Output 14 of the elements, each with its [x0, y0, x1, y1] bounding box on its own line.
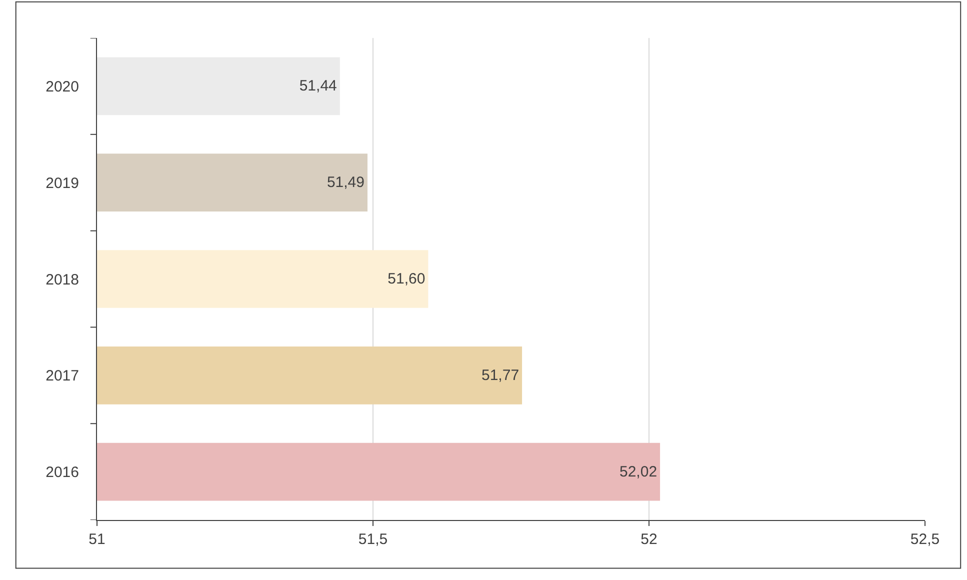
y-tick-label: 2016	[46, 464, 79, 482]
y-tick-label: 2018	[46, 271, 79, 288]
data-label: 51,44	[299, 78, 337, 95]
data-label: 51,60	[388, 270, 426, 288]
y-tick-label: 2019	[46, 174, 79, 192]
x-tick-label: 51	[88, 531, 106, 548]
y-tick-label: 2017	[46, 368, 79, 385]
x-tick-label: 51,5	[358, 531, 388, 548]
data-label: 52,02	[619, 463, 658, 480]
y-tick-label: 2020	[46, 78, 79, 96]
x-tick-label: 52	[640, 531, 658, 548]
x-tick-label: 52,5	[910, 531, 940, 548]
data-label: 51,49	[326, 174, 364, 192]
data-label: 51,77	[481, 366, 520, 384]
